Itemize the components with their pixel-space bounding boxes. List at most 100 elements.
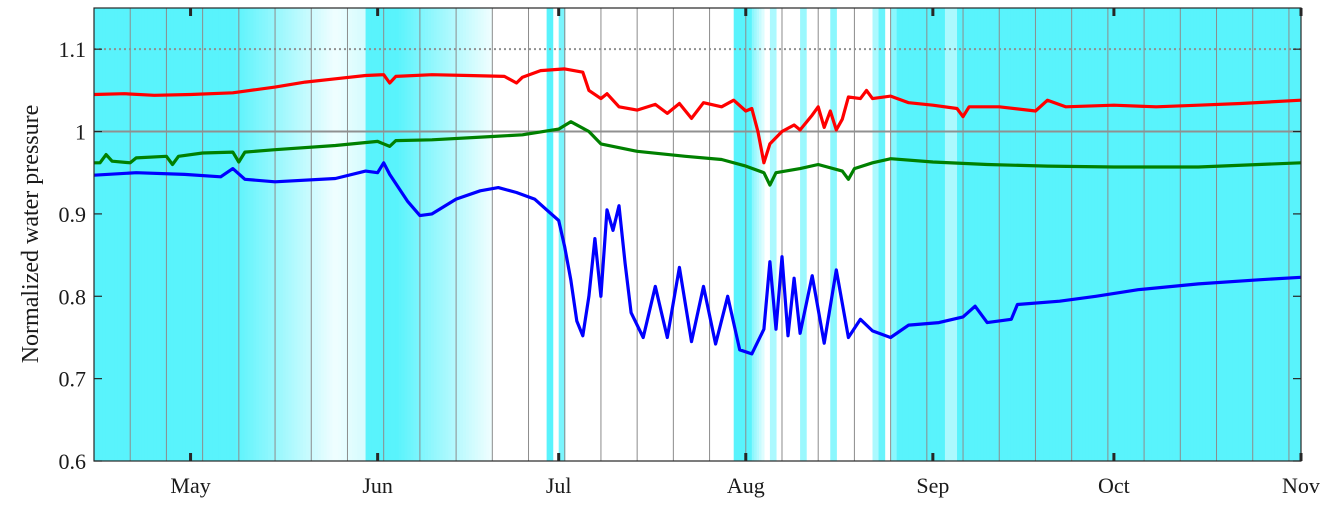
shading-band-17 (986, 8, 991, 461)
shading-band-10 (802, 8, 805, 461)
shading-band-17 (1154, 8, 1159, 461)
shading-band-1 (238, 8, 243, 461)
shading-band-1 (276, 8, 281, 461)
shading-band-17 (1088, 8, 1093, 461)
shading-band-17 (1286, 8, 1290, 461)
shading-band-0 (99, 8, 104, 461)
shading-band-10 (804, 8, 807, 461)
shading-band-17 (1097, 8, 1102, 461)
shading-band-4 (398, 8, 403, 461)
shading-band-15 (899, 8, 903, 461)
shading-band-14 (894, 8, 898, 461)
shading-band-5 (546, 8, 550, 461)
shading-band-17 (971, 8, 976, 461)
shading-band-4 (404, 8, 409, 461)
x-tick-label: Sep (916, 473, 949, 498)
shading-band-1 (285, 8, 290, 461)
shading-band-1 (247, 8, 251, 461)
x-tick-label: Jul (546, 473, 572, 498)
shading-band-1 (241, 8, 246, 461)
shading-band-4 (436, 8, 441, 461)
shading-band-17 (1259, 8, 1263, 461)
shading-band-15 (902, 8, 906, 461)
shading-band-17 (1085, 8, 1090, 461)
shading-band-14 (892, 8, 896, 461)
series-line-2 (94, 161, 1301, 356)
shading-band-1 (232, 8, 237, 461)
shading-band-2 (349, 8, 353, 461)
shading-band-0 (220, 8, 225, 461)
shading-band-17 (1292, 8, 1296, 461)
shading-band-17 (1100, 8, 1105, 461)
shading-band-15 (930, 8, 935, 461)
shading-band-4 (471, 8, 476, 461)
shading-band-1 (235, 8, 240, 461)
shading-band-3 (373, 8, 378, 461)
shading-band-1 (282, 8, 287, 461)
shading-band-4 (448, 8, 452, 461)
shading-band-17 (1151, 8, 1156, 461)
shading-band-0 (161, 8, 166, 461)
shading-band-1 (253, 8, 257, 461)
y-tick-label: 0.8 (59, 284, 87, 309)
shading-band-17 (1103, 8, 1108, 461)
shading-band-1 (273, 8, 278, 461)
x-tick-label: Oct (1098, 473, 1130, 498)
shading-band-17 (1004, 8, 1009, 461)
shading-band-0 (123, 8, 128, 461)
shading-band-17 (1124, 8, 1129, 461)
shading-band-17 (1235, 8, 1239, 461)
shading-band-17 (1043, 8, 1048, 461)
shading-band-17 (1217, 8, 1221, 461)
shading-band-0 (120, 8, 125, 461)
shading-band-17 (1223, 8, 1227, 461)
shading-band-2 (340, 8, 345, 461)
y-axis-title: Normalized water pressure (18, 105, 44, 364)
y-tick-label: 1 (75, 120, 86, 145)
shading-band-17 (989, 8, 994, 461)
shading-band-17 (1055, 8, 1060, 461)
shading-band-17 (962, 8, 967, 461)
shading-band-8 (754, 8, 758, 461)
shading-band-17 (1082, 8, 1087, 461)
x-tick-label: Jun (362, 473, 393, 498)
shading-band-4 (439, 8, 444, 461)
shading-band-17 (1022, 8, 1027, 461)
shading-band-0 (176, 8, 181, 461)
shading-band-0 (141, 8, 145, 461)
shading-band-15 (919, 8, 923, 461)
shading-band-0 (209, 8, 213, 461)
shading-band-4 (433, 8, 438, 461)
shading-band-4 (483, 8, 488, 461)
shading-band-2 (335, 8, 339, 461)
shading-band-0 (117, 8, 122, 461)
shading-band-0 (191, 8, 196, 461)
shading-band-4 (489, 8, 493, 461)
x-tick-label: May (170, 473, 210, 498)
shading-band-17 (1067, 8, 1072, 461)
shading-band-7 (741, 8, 745, 461)
y-tick-label: 1.1 (59, 37, 87, 62)
shading-band-17 (1202, 8, 1206, 461)
shading-band-17 (1298, 8, 1301, 461)
shading-band-0 (96, 8, 101, 461)
shading-band-3 (376, 8, 380, 461)
shading-band-4 (427, 8, 432, 461)
shading-band-9 (771, 8, 775, 461)
shading-band-17 (1118, 8, 1123, 461)
shading-band-0 (158, 8, 163, 461)
shading-band-17 (1115, 8, 1120, 461)
shading-band-1 (279, 8, 284, 461)
shading-band-17 (1181, 8, 1185, 461)
shading-band-17 (1025, 8, 1030, 461)
y-tick-label: 0.6 (59, 449, 87, 474)
shading-band-4 (422, 8, 426, 461)
shading-band-15 (922, 8, 926, 461)
x-tick-label: Aug (727, 473, 765, 498)
shading-band-17 (1121, 8, 1126, 461)
shading-band-4 (419, 8, 423, 461)
shading-band-17 (1079, 8, 1084, 461)
shading-band-15 (905, 8, 909, 461)
shading-band-17 (1268, 8, 1272, 461)
